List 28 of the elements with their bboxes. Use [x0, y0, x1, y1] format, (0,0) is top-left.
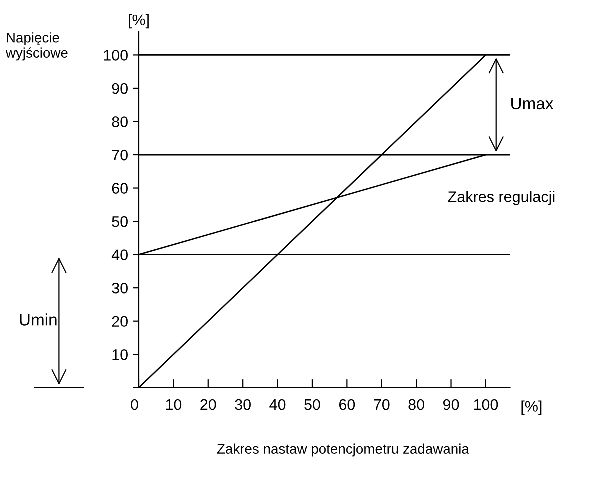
text: [%] — [522, 400, 542, 415]
y-axis-title: Napięcie wyjściowe — [6, 32, 68, 61]
x-axis-title: Zakres nastaw potencjometru zadawania — [217, 444, 470, 457]
y-tick-label: 80 — [112, 116, 128, 128]
x-tick-label: 20 — [200, 399, 216, 410]
x-tick-label: 100 — [474, 399, 498, 410]
x-tick-label: 50 — [304, 399, 320, 410]
x-tick-label: 10 — [166, 399, 182, 410]
y-tick-label: 20 — [112, 316, 128, 328]
x-tick-label: 80 — [408, 399, 424, 410]
x-tick-label: 90 — [443, 399, 460, 410]
y-tick-label: 70 — [112, 150, 128, 161]
x-tick-label: 60 — [339, 399, 356, 410]
x-tick-label: 30 — [235, 399, 251, 410]
x-tick-label: 0 — [131, 399, 138, 410]
text: Umin — [20, 314, 57, 326]
annotation: Zakres regulacji — [448, 191, 555, 206]
y-tick-label: 10 — [112, 349, 128, 360]
y-tick-label: 50 — [112, 216, 128, 228]
y-tick-label: 40 — [112, 250, 128, 260]
text: Umax — [512, 98, 554, 110]
y-tick-label: 90 — [112, 83, 128, 94]
x-tick-label: 70 — [374, 399, 390, 410]
y-tick-label: 60 — [112, 183, 128, 194]
text: [%] — [129, 14, 149, 29]
y-tick-label: 100 — [104, 50, 128, 61]
y-tick-label: 30 — [112, 282, 128, 294]
x-tick-label: 40 — [270, 399, 286, 410]
